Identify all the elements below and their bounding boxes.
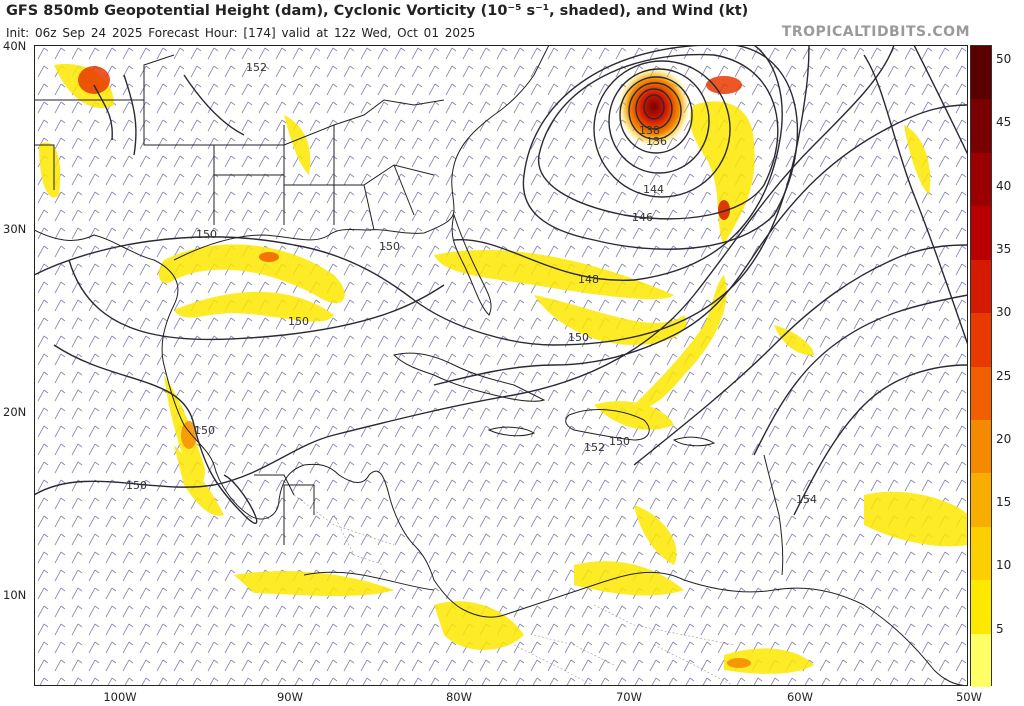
contour-label: 152 [584, 441, 605, 454]
country-borders [293, 494, 735, 686]
colorbar-segment [971, 419, 991, 474]
contour-label: 148 [578, 273, 599, 286]
colorbar-tick-label: 30 [996, 305, 1012, 320]
colorbar-segment [971, 46, 991, 100]
colorbar-segment [971, 473, 991, 528]
colorbar-tick-label: 15 [996, 495, 1012, 510]
contour-label: 150 [126, 479, 147, 492]
contour-label: 154 [796, 493, 817, 506]
lat-label-40n: 40N [3, 39, 27, 53]
colorbar-tick-label: 5 [996, 621, 1004, 636]
contour-labels: 152 150 150 150 150 150 150 150 148 146 … [126, 61, 817, 506]
contour-label: 150 [288, 315, 309, 328]
colorbar-segment [971, 633, 991, 688]
lat-label-30n: 30N [3, 222, 27, 236]
weather-map: 152 150 150 150 150 150 150 150 148 146 … [34, 45, 968, 686]
contour-label: 136 [646, 135, 667, 148]
colorbar-segment [971, 580, 991, 635]
vorticity-strong [78, 66, 751, 668]
map-frame [34, 45, 968, 686]
colorbar-segment [971, 526, 991, 581]
colorbar-segment [971, 206, 991, 261]
colorbar-tick-label: 50 [996, 52, 1012, 66]
colorbar-tick-label: 25 [996, 368, 1012, 383]
lon-label-90w: 90W [276, 690, 304, 704]
colorbar [970, 45, 992, 688]
brand-watermark: TROPICALTIDBITS.COM [781, 24, 970, 40]
chart-subtitle: Init: 06z Sep 24 2025 Forecast Hour: [17… [6, 26, 476, 40]
lon-label-100w: 100W [103, 690, 137, 704]
colorbar-tick-label: 40 [996, 178, 1012, 193]
colorbar-segment [971, 366, 991, 421]
colorbar-tick-label: 20 [996, 431, 1012, 446]
contour-label: 150 [196, 228, 217, 241]
chart-title: GFS 850mb Geopotential Height (dam), Cyc… [6, 3, 749, 19]
contour-label: 150 [379, 240, 400, 253]
colorbar-segment [971, 99, 991, 154]
height-contours [34, 45, 968, 524]
vorticity-shading [39, 64, 968, 674]
cyclone-core [618, 67, 690, 147]
contour-label: 138 [639, 124, 660, 137]
contour-label: 144 [643, 183, 664, 196]
lat-label-10n: 10N [3, 588, 27, 602]
colorbar-tick-label: 45 [996, 115, 1012, 130]
lon-label-50w: 50W [955, 690, 983, 704]
colorbar-segment [971, 152, 991, 207]
contour-label: 146 [632, 211, 653, 224]
coastlines [34, 45, 968, 686]
contour-label: 150 [609, 435, 630, 448]
contour-label: 152 [246, 61, 267, 74]
colorbar-segment [971, 313, 991, 367]
lon-label-60w: 60W [786, 690, 814, 704]
colorbar-tick-label: 10 [996, 558, 1012, 573]
colorbar-segment [971, 259, 991, 314]
lon-label-70w: 70W [615, 690, 643, 704]
contour-label: 150 [194, 424, 215, 437]
lon-label-80w: 80W [445, 690, 473, 704]
lat-label-20n: 20N [3, 405, 27, 419]
colorbar-tick-label: 35 [996, 241, 1012, 256]
wind-barbs-layer [34, 45, 968, 686]
contour-label: 150 [568, 331, 589, 344]
